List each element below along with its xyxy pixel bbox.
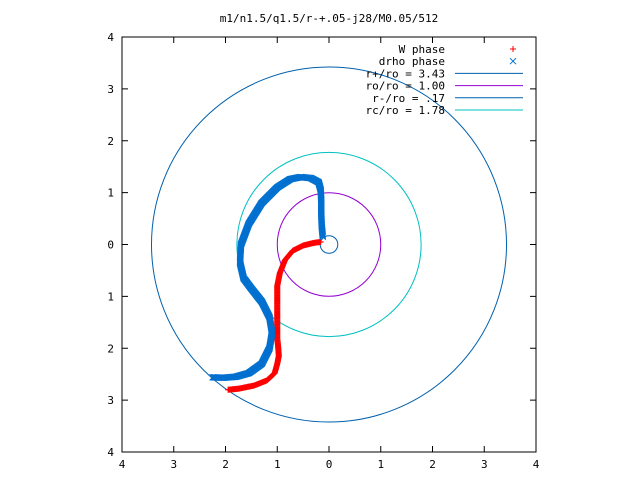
y-tick-label: 0: [107, 239, 114, 252]
y-tick-label: 3: [107, 394, 114, 407]
x-tick-label: 3: [481, 458, 488, 471]
legend-label: ro/ro = 1.00: [366, 80, 445, 93]
chart-marks: [150, 66, 508, 423]
legend-label: drho phase: [379, 55, 445, 68]
y-tick-label: 2: [107, 342, 114, 355]
circle-series-1: [150, 66, 508, 423]
legend-label: rc/ro = 1.78: [366, 104, 445, 117]
x-tick-label: 1: [377, 458, 384, 471]
y-tick-label: 1: [107, 290, 114, 303]
x-tick-label: 2: [429, 458, 436, 471]
circle-series-3: [319, 235, 339, 254]
legend-label: r-/ro = .17: [372, 92, 445, 105]
legend-label: W phase: [399, 43, 445, 56]
x-tick-label: 2: [222, 458, 229, 471]
drho-phase-point: [209, 373, 216, 381]
y-tick-label: 4: [107, 446, 114, 459]
plot-frame: [121, 36, 537, 453]
x-tick-label: 1: [274, 458, 281, 471]
x-tick-label: 3: [170, 458, 177, 471]
legend-key-plus: [510, 46, 516, 52]
y-tick-label: 1: [107, 187, 114, 200]
x-tick-label: 4: [533, 458, 540, 471]
x-tick-label: 4: [119, 458, 126, 471]
circle-series-2: [276, 192, 382, 297]
legend-key-cross: [509, 57, 517, 65]
legend-label: r+/ro = 3.43: [366, 67, 445, 80]
y-tick-label: 4: [107, 31, 114, 44]
chart-title: m1/n1.5/q1.5/r-+.05-j28/M0.05/512: [220, 12, 439, 25]
circle-series-4: [236, 151, 422, 338]
y-tick-label: 2: [107, 135, 114, 148]
point-series-2: [209, 173, 327, 382]
point-series-1: [225, 238, 324, 393]
w-phase-point: [225, 386, 232, 393]
x-tick-label: 0: [326, 458, 333, 471]
y-tick-label: 3: [107, 83, 114, 96]
